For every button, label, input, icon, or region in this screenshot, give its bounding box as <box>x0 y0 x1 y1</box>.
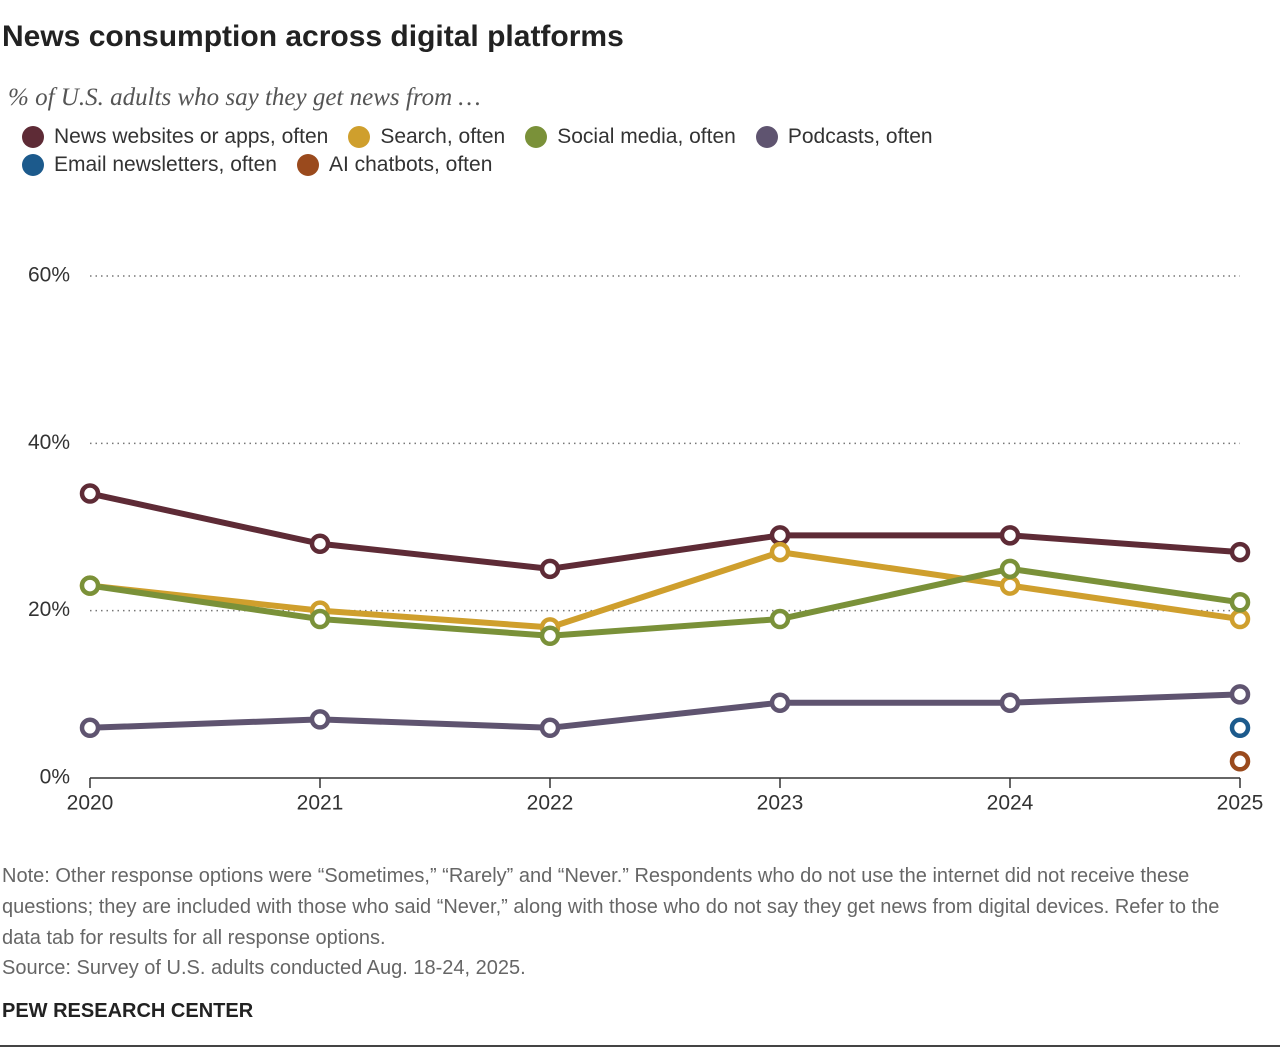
data-point <box>1229 592 1251 613</box>
y-tick-label: 40% <box>28 431 70 454</box>
data-point <box>999 575 1021 596</box>
x-tick-label: 2021 <box>297 792 344 815</box>
data-point <box>79 575 101 596</box>
legend-label: Search, often <box>380 125 506 148</box>
data-point <box>79 717 101 739</box>
y-tick-label: 0% <box>40 766 70 789</box>
legend-label: Email newsletters, often <box>54 153 277 176</box>
data-point <box>999 558 1021 580</box>
legend-swatch <box>22 126 44 148</box>
legend-item: Social media, often <box>525 125 736 148</box>
data-point <box>769 525 791 546</box>
x-tick-label: 2024 <box>987 792 1034 815</box>
legend-label: Podcasts, often <box>787 125 933 148</box>
data-point <box>309 608 331 630</box>
source: Source: Survey of U.S. adults conducted … <box>2 957 526 979</box>
chart: 0% 20% 40% 60% 2020 2021 2022 2023 2024 2025 <box>28 264 1264 815</box>
legend-swatch <box>755 126 778 148</box>
legend-label: Social media, often <box>557 125 736 148</box>
legend-label: News websites or apps, often <box>54 125 329 148</box>
legend-item: Search, often <box>348 125 506 148</box>
legend-label: AI chatbots, often <box>328 153 493 176</box>
data-point <box>1229 684 1251 705</box>
data-point <box>539 558 561 580</box>
data-point <box>769 608 791 630</box>
note: Note: Other response options were “Somet… <box>2 865 1220 949</box>
x-tick-label: 2020 <box>67 792 114 815</box>
data-point <box>539 717 561 739</box>
x-tick-label: 2022 <box>527 792 574 815</box>
data-point <box>1229 608 1251 630</box>
legend-swatch <box>525 126 548 148</box>
data-point <box>1229 751 1251 772</box>
legend-item: Podcasts, often <box>755 125 933 148</box>
x-tick-label: 2023 <box>757 792 804 815</box>
data-point <box>999 525 1021 546</box>
credit: PEW RESEARCH CENTER <box>2 1000 254 1022</box>
data-point <box>769 692 791 713</box>
data-point <box>1229 541 1251 563</box>
series-line <box>89 549 1241 631</box>
legend-swatch <box>296 154 319 176</box>
legend-swatch <box>348 126 371 148</box>
data-point <box>539 625 561 647</box>
legend-swatch <box>22 154 44 176</box>
y-tick-label: 60% <box>28 264 70 287</box>
data-point <box>309 533 331 554</box>
legend-item: News websites or apps, often <box>22 125 329 148</box>
legend-item: AI chatbots, often <box>296 153 493 176</box>
bottom-rule <box>0 1045 1280 1047</box>
data-point <box>999 692 1021 713</box>
data-point <box>1229 717 1251 739</box>
series-line <box>89 565 1241 639</box>
data-point <box>309 709 331 730</box>
chart-title: News consumption across digital platform… <box>2 20 624 53</box>
chart-subtitle: % of U.S. adults who say they get news f… <box>8 84 481 111</box>
series-line <box>89 490 1241 572</box>
data-point <box>769 541 791 563</box>
legend: News websites or apps, often Search, ofte… <box>22 125 1022 176</box>
series-line <box>89 691 1241 731</box>
data-point <box>79 483 101 504</box>
y-tick-label: 20% <box>28 598 70 621</box>
legend-item: Email newsletters, often <box>22 153 277 176</box>
x-tick-label: 2025 <box>1217 792 1264 815</box>
